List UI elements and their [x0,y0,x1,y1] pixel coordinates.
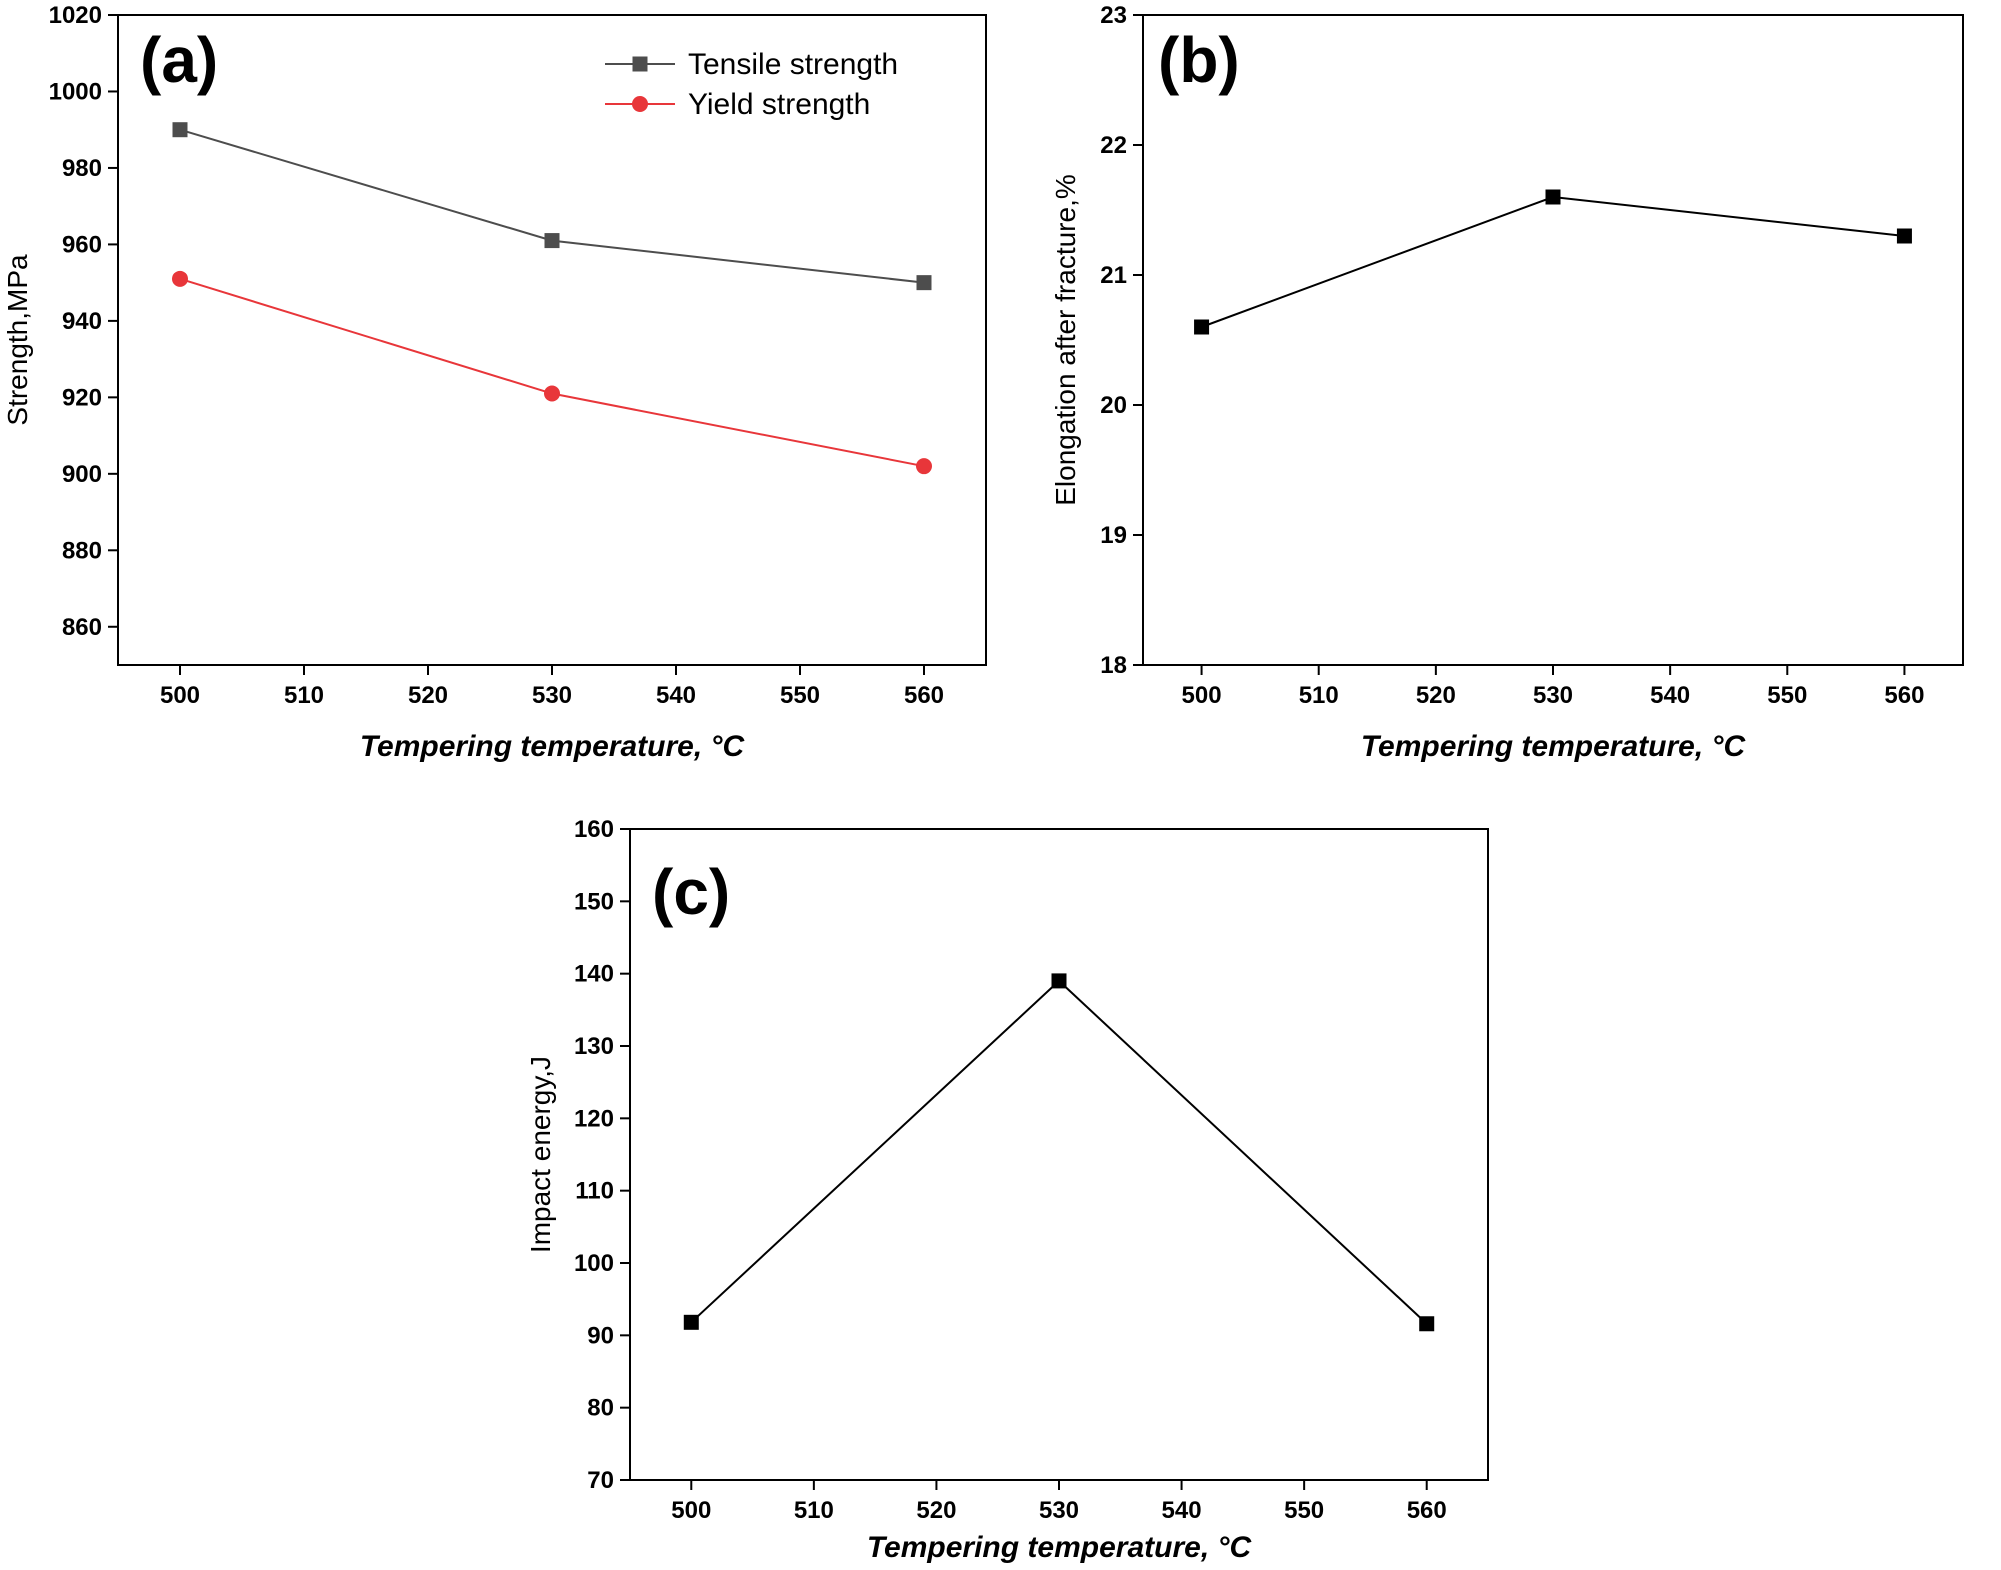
chart-c-y-tick-label: 100 [574,1250,614,1277]
chart-c-data-point [683,1314,699,1330]
chart-a-y-tick-label: 960 [62,231,102,258]
chart-b-x-tick-label: 510 [1299,682,1339,709]
chart-b-data-point [1194,319,1210,335]
chart-c-y-tick-label: 110 [575,1178,614,1205]
chart-a-y-tick-label: 880 [62,537,102,564]
chart-a-y-axis-title: Strength,MPa [2,254,33,426]
chart-b-y-tick-label: 21 [1100,262,1127,289]
chart-a-data-point [172,122,188,138]
chart-b-x-tick-label: 540 [1650,682,1690,709]
chart-b-x-tick-label: 520 [1416,682,1456,709]
chart-c-data-point [1419,1316,1435,1332]
chart-b-x-tick-label: 560 [1884,682,1924,709]
chart-a-panel-label: (a) [140,24,218,96]
chart-a-x-axis-title: Tempering temperature, °C [360,730,746,763]
chart-c-x-tick-label: 530 [1039,1497,1079,1524]
chart-b-series-line-1 [1201,195,1905,328]
chart-b-panel: 500 510 520 530 540 550 560 18 19 20 21 22 23 Temperi… [1050,2,1964,763]
chart-c-series-line-1 [690,979,1428,1325]
chart-c-x-tick-label: 520 [916,1497,956,1524]
chart-c-data-point [1051,973,1067,989]
chart-b-y-tick-label: 23 [1100,2,1127,29]
chart-b-x-tick-label: 500 [1182,682,1222,709]
chart-a-legend-label: Tensile strength [688,48,898,81]
chart-a-x-tick-label: 540 [656,682,696,709]
chart-c-x-tick-label: 510 [794,1497,834,1524]
chart-a-series-line-2 [179,277,925,468]
chart-a-legend-marker [632,56,648,72]
chart-a-x-tick-label: 500 [160,682,200,709]
chart-c-panel: 500 510 520 530 540 550 560 70 80 90 100 110 120 130 1… [525,816,1489,1564]
chart-b-data-point [1545,189,1561,205]
chart-b-x-axis-title: Tempering temperature, °C [1361,730,1747,763]
chart-a-data-point [544,385,560,402]
chart-c-plot-frame [629,828,1489,1481]
chart-a-x-tick-label: 520 [408,682,448,709]
chart-a-y-tick-label: 940 [62,308,102,335]
chart-c-y-tick-label: 130 [574,1033,614,1060]
chart-b-x-tick-label: 550 [1767,682,1807,709]
chart-a-y-tick-label: 980 [62,155,102,182]
chart-c-y-axis-title: Impact energy,J [525,1056,556,1253]
chart-a-data-point [916,275,932,291]
chart-a-x-tick-label: 530 [532,682,572,709]
chart-c-x-tick-label: 550 [1284,1497,1324,1524]
chart-b-plot-frame [1142,14,1964,666]
chart-b-panel-label: (b) [1158,24,1240,96]
chart-a-legend-marker [632,96,648,112]
chart-c-y-tick-label: 150 [574,888,614,915]
chart-b-y-tick-label: 18 [1100,652,1127,679]
chart-b-y-tick-label: 20 [1100,392,1127,419]
chart-c-y-tick-label: 160 [574,816,614,843]
chart-a-x-tick-label: 550 [780,682,820,709]
chart-a-y-tick-label: 1020 [49,2,102,29]
chart-b-y-axis-title: Elongation after fracture,% [1050,174,1081,506]
chart-a-data-point [544,233,560,249]
chart-a-y-tick-label: 900 [62,461,102,488]
chart-a-legend: Tensile strength Yield strength [605,48,898,121]
chart-a-x-tick-label: 560 [904,682,944,709]
chart-c-y-tick-label: 80 [587,1395,614,1422]
chart-a-y-tick-label: 1000 [49,78,102,105]
chart-a-y-tick-label: 860 [62,614,102,641]
chart-b-x-tick-label: 530 [1533,682,1573,709]
chart-c-y-tick-label: 140 [574,961,614,988]
chart-b-data-point [1896,228,1912,244]
chart-c-x-tick-label: 560 [1407,1497,1447,1524]
chart-c-y-tick-label: 120 [574,1105,614,1132]
chart-c-x-axis-title: Tempering temperature, °C [867,1531,1253,1564]
chart-a-legend-label: Yield strength [688,88,870,121]
chart-a-data-point [916,458,932,475]
chart-a-data-point [172,270,188,287]
chart-c-x-tick-label: 540 [1162,1497,1202,1524]
chart-c-y-tick-label: 90 [587,1322,614,1349]
chart-c-panel-label: (c) [652,856,730,928]
chart-a-x-tick-label: 510 [284,682,324,709]
chart-a-series-line-1 [179,128,925,284]
chart-c-x-tick-label: 500 [671,1497,711,1524]
chart-a-panel: 500 510 520 530 540 550 560 860 880 900 920 940 960 9… [2,2,987,763]
chart-a-y-tick-label: 920 [62,384,102,411]
chart-c-y-tick-label: 70 [587,1467,614,1494]
chart-b-y-tick-label: 22 [1100,132,1127,159]
chart-b-y-tick-label: 19 [1100,522,1127,549]
